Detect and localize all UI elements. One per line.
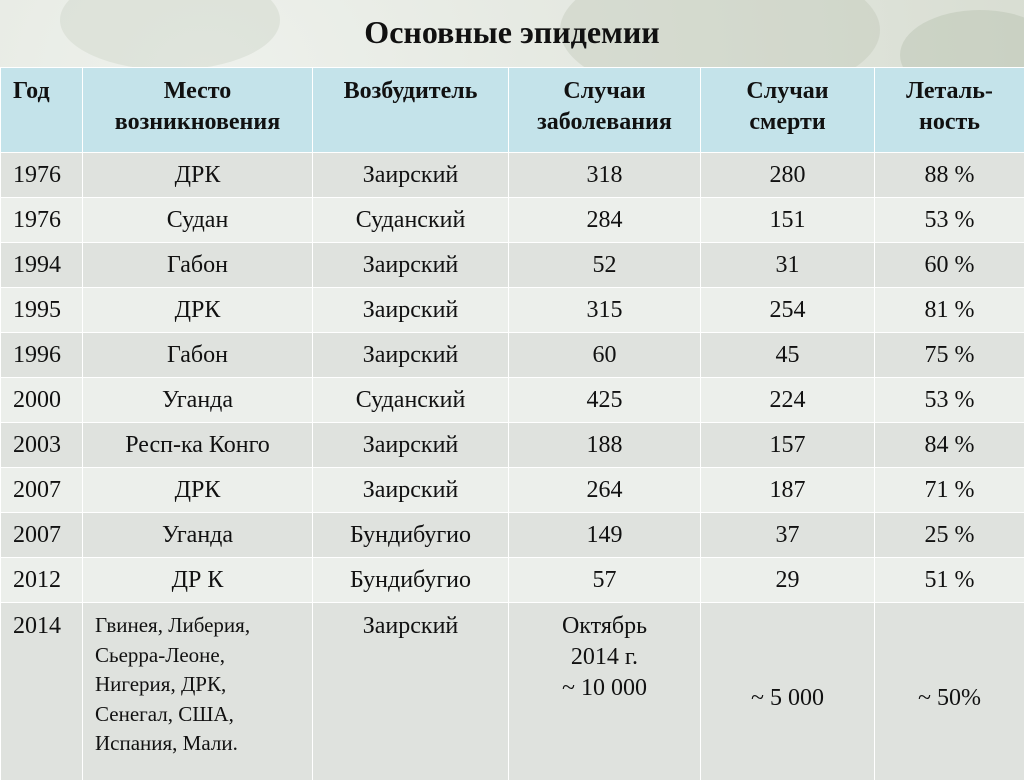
cell-lethality: 53 % <box>875 378 1024 423</box>
cell-lethality: 25 % <box>875 513 1024 558</box>
table-row: 2007 Уганда Бундибугио 149 37 25 % <box>1 513 1024 558</box>
cell-year: 1995 <box>1 288 83 333</box>
cell-cases: 60 <box>509 333 701 378</box>
cell-pathogen: Бундибугио <box>313 513 509 558</box>
cell-cases: 149 <box>509 513 701 558</box>
header-deaths: Случаи смерти <box>701 68 875 153</box>
cell-lethality: ~ 50% <box>875 603 1024 781</box>
cell-lethality: 53 % <box>875 198 1024 243</box>
cell-cases: 425 <box>509 378 701 423</box>
cell-year: 2012 <box>1 558 83 603</box>
cell-cases: 318 <box>509 153 701 198</box>
cell-year: 2014 <box>1 603 83 781</box>
cell-lethality: 81 % <box>875 288 1024 333</box>
cell-cases: 264 <box>509 468 701 513</box>
cell-deaths: 157 <box>701 423 875 468</box>
cell-lethality: 88 % <box>875 153 1024 198</box>
cell-lethality: 51 % <box>875 558 1024 603</box>
table-row: 2014 Гвинея, Либерия, Сьерра-Леоне, Ниге… <box>1 603 1024 781</box>
cell-place: Респ-ка Конго <box>83 423 313 468</box>
cell-lethality: 84 % <box>875 423 1024 468</box>
cell-pathogen: Суданский <box>313 198 509 243</box>
cell-year: 1996 <box>1 333 83 378</box>
table-row: 1976 ДРК Заирский 318 280 88 % <box>1 153 1024 198</box>
cell-place: Уганда <box>83 378 313 423</box>
cell-deaths: 280 <box>701 153 875 198</box>
cell-cases: Октябрь 2014 г. ~ 10 000 <box>509 603 701 781</box>
cell-year: 2000 <box>1 378 83 423</box>
cell-lethality: 60 % <box>875 243 1024 288</box>
cell-pathogen: Заирский <box>313 333 509 378</box>
cell-lethality: 75 % <box>875 333 1024 378</box>
cell-pathogen: Заирский <box>313 423 509 468</box>
cell-year: 1976 <box>1 198 83 243</box>
header-place: Место возникновения <box>83 68 313 153</box>
table-row: 1995 ДРК Заирский 315 254 81 % <box>1 288 1024 333</box>
cell-deaths: 151 <box>701 198 875 243</box>
cell-place: Гвинея, Либерия, Сьерра-Леоне, Нигерия, … <box>83 603 313 781</box>
table-row: 1996 Габон Заирский 60 45 75 % <box>1 333 1024 378</box>
cell-place: Судан <box>83 198 313 243</box>
table-row: 1976 Судан Суданский 284 151 53 % <box>1 198 1024 243</box>
table-row: 2007 ДРК Заирский 264 187 71 % <box>1 468 1024 513</box>
cell-cases: 315 <box>509 288 701 333</box>
cell-pathogen: Заирский <box>313 603 509 781</box>
cell-year: 1976 <box>1 153 83 198</box>
cell-year: 2007 <box>1 513 83 558</box>
table-row: 2003 Респ-ка Конго Заирский 188 157 84 % <box>1 423 1024 468</box>
cell-pathogen: Суданский <box>313 378 509 423</box>
table-row: 2000 Уганда Суданский 425 224 53 % <box>1 378 1024 423</box>
epidemics-table-container: Год Место возникновения Возбудитель Случ… <box>0 67 1024 757</box>
cell-year: 2003 <box>1 423 83 468</box>
table-row: 1994 Габон Заирский 52 31 60 % <box>1 243 1024 288</box>
cell-deaths: 254 <box>701 288 875 333</box>
cell-pathogen: Бундибугио <box>313 558 509 603</box>
cell-place: Уганда <box>83 513 313 558</box>
cell-place: ДРК <box>83 288 313 333</box>
header-year: Год <box>1 68 83 153</box>
cell-deaths: 37 <box>701 513 875 558</box>
cell-cases: 57 <box>509 558 701 603</box>
cell-place: ДРК <box>83 153 313 198</box>
header-lethality: Леталь- ность <box>875 68 1024 153</box>
cell-deaths: 29 <box>701 558 875 603</box>
cell-deaths: 31 <box>701 243 875 288</box>
cell-deaths: ~ 5 000 <box>701 603 875 781</box>
cell-year: 1994 <box>1 243 83 288</box>
header-pathogen: Возбудитель <box>313 68 509 153</box>
cell-place: Габон <box>83 243 313 288</box>
cell-pathogen: Заирский <box>313 468 509 513</box>
table-row: 2012 ДР К Бундибугио 57 29 51 % <box>1 558 1024 603</box>
cell-deaths: 187 <box>701 468 875 513</box>
cell-deaths: 45 <box>701 333 875 378</box>
cell-pathogen: Заирский <box>313 288 509 333</box>
cell-place: ДРК <box>83 468 313 513</box>
cell-cases: 52 <box>509 243 701 288</box>
cell-deaths: 224 <box>701 378 875 423</box>
cell-cases: 284 <box>509 198 701 243</box>
page-title: Основные эпидемии <box>0 14 1024 58</box>
header-cases: Случаи заболевания <box>509 68 701 153</box>
epidemics-table: Год Место возникновения Возбудитель Случ… <box>0 67 1024 781</box>
cell-lethality: 71 % <box>875 468 1024 513</box>
cell-pathogen: Заирский <box>313 153 509 198</box>
cell-year: 2007 <box>1 468 83 513</box>
cell-pathogen: Заирский <box>313 243 509 288</box>
cell-cases: 188 <box>509 423 701 468</box>
cell-place: ДР К <box>83 558 313 603</box>
cell-place: Габон <box>83 333 313 378</box>
table-header-row: Год Место возникновения Возбудитель Случ… <box>1 68 1024 153</box>
